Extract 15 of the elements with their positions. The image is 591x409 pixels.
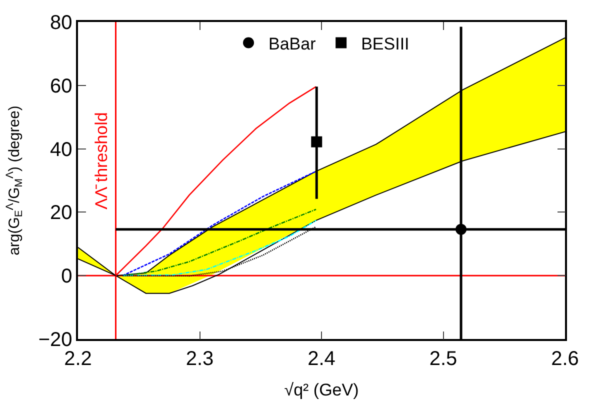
y-tick-label: 40 [50,138,72,161]
y-tick-label: 0 [61,266,72,288]
y-tick-label: 80 [50,12,72,34]
line-series [122,208,317,276]
x-axis-title: √q² (GeV) [284,380,359,400]
legend-label: BESIII [361,34,410,54]
legend-label: BaBar [268,34,316,54]
x-tick-label: 2.6 [551,348,579,370]
line-series [122,170,317,276]
x-tick-label: 2.4 [308,348,336,370]
y-tick-label: 20 [50,202,72,224]
x-tick-label: 2.5 [429,348,458,370]
y-tick-label: 60 [50,75,72,98]
ref-line-label: ΛΛ̄ threshold [92,112,111,210]
x-tick-label: 2.3 [186,348,214,370]
